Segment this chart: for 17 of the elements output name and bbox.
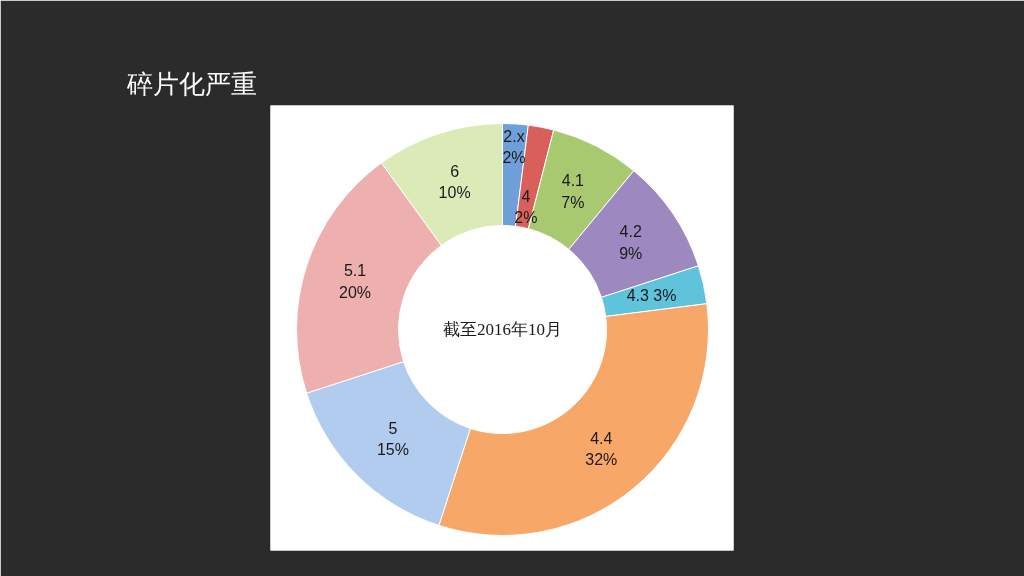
chart-title: 碎片化严重 xyxy=(125,68,257,99)
data-label: 10% xyxy=(438,184,471,202)
data-label: 9% xyxy=(619,244,643,262)
data-label: 32% xyxy=(585,451,618,469)
slice-label: 4.2 xyxy=(619,223,642,241)
slice-label: 4 xyxy=(521,187,531,205)
data-label: 15% xyxy=(376,441,409,459)
slice-label: 5 xyxy=(388,419,398,437)
text: 截至2016年10月 xyxy=(443,320,562,339)
slice-label: 5.1 xyxy=(343,262,367,280)
slice-label: 4.4 xyxy=(590,429,613,447)
slice-label: 4.3 3% xyxy=(626,287,677,305)
data-label: 7% xyxy=(561,193,585,211)
slice-label: 4.1 xyxy=(561,172,585,190)
data-label: 20% xyxy=(339,283,372,301)
slice-label: 2.x xyxy=(503,127,525,145)
slice-label: 6 xyxy=(450,162,460,180)
